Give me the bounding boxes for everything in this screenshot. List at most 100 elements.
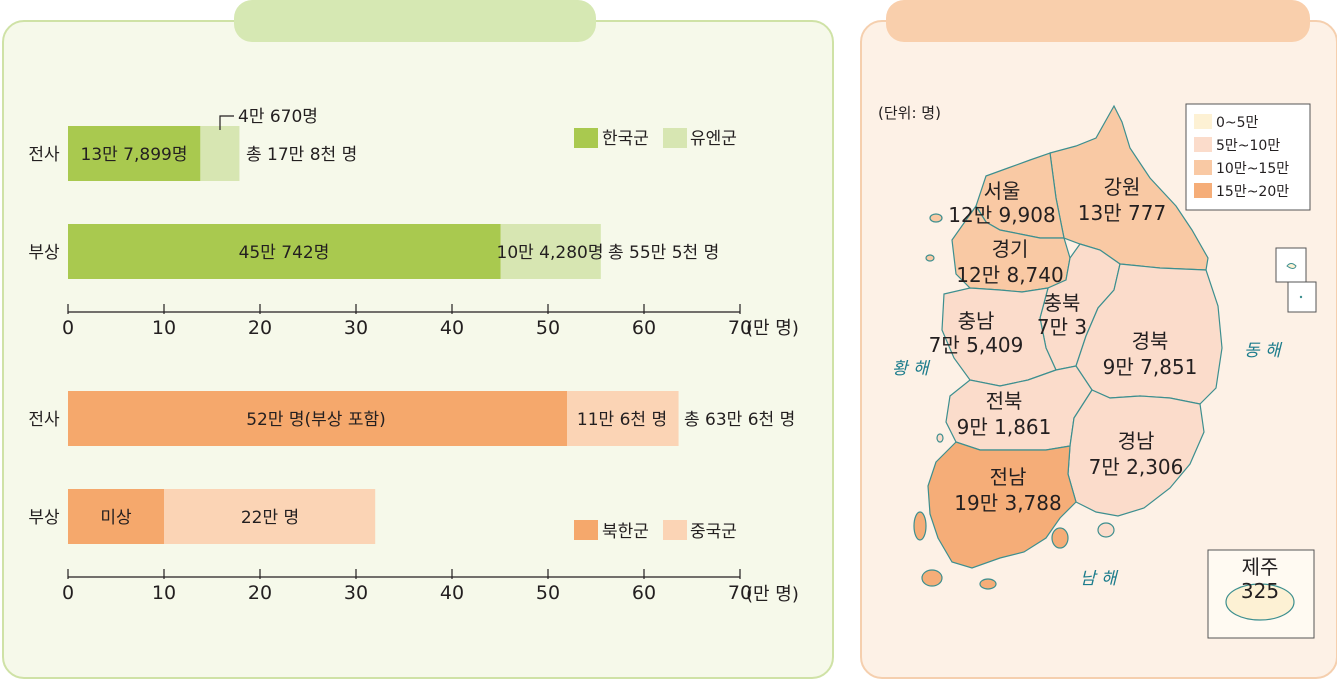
sea-label-yellow: 황 해 [892,359,931,379]
x-tick-label: 70 [728,582,752,604]
region-name-gangwon: 강원 [1104,175,1141,199]
callout-line [219,115,234,130]
bar-label-china-dead: 11만 6천 명 [577,410,667,430]
region-value-jeonnam: 19만 3,788 [954,491,1061,515]
x-tick-label: 30 [344,317,368,339]
region-name-jeonnam: 전남 [990,465,1027,489]
total-label-wounded: 총 55만 5천 명 [608,243,719,263]
legend-label-un: 유엔군 [690,129,737,149]
legend-label-0: 0~5만 [1216,115,1259,131]
island-jeonnam-3 [979,578,997,590]
island-jeonnam-2 [921,569,943,587]
map-unit: (단위: 명) [878,104,941,122]
legend-label-3: 15만~20만 [1216,184,1289,200]
region-chungnam [941,287,1057,387]
region-value-gyeonggi: 12만 8,740 [956,263,1063,287]
jeju-island [1225,583,1295,621]
bar-label-china-wounded: 22만 명 [241,508,299,528]
bar-북한군-전사 [68,391,568,446]
x-tick-label: 20 [248,582,272,604]
island-west-3 [936,433,944,443]
island-gyeongnam-1 [1097,522,1115,538]
region-name-chungbuk: 충북 [1044,291,1081,315]
region-name-jeonbuk: 전북 [986,389,1023,413]
legend-label-north: 북한군 [602,522,649,542]
legend-swatch-china [663,520,687,540]
category-label-wounded: 부상 [28,508,60,528]
bar-label-un-wounded: 10만 4,280명 [497,243,604,263]
x-tick-label: 10 [152,582,176,604]
x-tick-label: 20 [248,317,272,339]
legend-swatch-2 [1194,160,1212,175]
legend-label-china: 중국군 [690,522,737,542]
total-label-dead: 총 17만 8천 명 [246,145,357,165]
legend-swatch-north [574,520,598,540]
dokdo-island-icon [1299,295,1303,299]
x-tick-label: 60 [632,582,656,604]
sea-label-east: 동 해 [1244,341,1283,361]
x-tick-label: 50 [536,317,560,339]
bar-label-korea-wounded: 45만 742명 [239,243,330,263]
bar-label-korea-dead: 13만 7,899명 [81,145,188,165]
legend-swatch-korea [574,128,598,148]
chart-korea-un: 전사 부상 13만 7,899명 45만 742명 10만 4,280명 4만 … [28,107,799,339]
map-legend: 0~5만 5만~10만 10만~15만 15만~20만 [1185,103,1311,211]
region-map: (단위: 명) 0~5만 5만~10만 10만~15만 15만~20만 [878,103,1317,639]
island-jeonnam-1 [913,511,927,541]
x-tick-label: 70 [728,317,752,339]
x-tick-label: 40 [440,582,464,604]
region-value-seoul: 12만 9,908 [948,203,1055,227]
total-label-dead: 총 63만 6천 명 [684,410,795,430]
casualty-charts: 전사 부상 13만 7,899명 45만 742명 10만 4,280명 4만 … [28,107,799,605]
bar-유엔군-부상 [500,224,601,279]
category-label-wounded: 부상 [28,243,60,263]
x-tick-label: 0 [62,582,74,604]
region-name-gyeonggi: 경기 [992,237,1029,261]
sea-label-south: 남 해 [1080,569,1119,589]
bar-북한군-부상 [68,489,164,544]
region-name-jeju: 제주 [1242,555,1279,579]
region-value-chungnam: 7만 5,409 [929,333,1024,357]
region-name-gyeongbuk: 경북 [1132,329,1169,353]
map-panel-tab [886,0,1310,42]
x-axis-unit: (만 명) [746,584,799,605]
region-name-chungnam: 충남 [958,309,995,333]
region-value-gyeongnam: 7만 2,306 [1089,455,1184,479]
ulleung-island-icon [1286,263,1297,269]
island-jeonnam-4 [1051,527,1069,549]
region-name-seoul: 서울 [984,179,1021,203]
region-value-jeju: 325 [1241,579,1279,603]
x-tick-label: 50 [536,582,560,604]
island-west-1 [929,213,943,223]
bar-label-north-wounded: 미상 [100,508,132,528]
x-tick-label: 10 [152,317,176,339]
legend-swatch-3 [1194,183,1212,198]
bar-유엔군-전사 [200,126,240,181]
region-name-gyeongnam: 경남 [1118,429,1155,453]
region-value-gangwon: 13만 777 [1078,201,1166,225]
legend-swatch-1 [1194,137,1212,152]
chart-north-china: 전사 부상 52만 명(부상 포함) 11만 6천 명 총 63만 6천 명 미… [28,391,799,605]
bar-중국군-부상 [164,489,376,544]
legend-swatch-0 [1194,114,1212,129]
x-axis-unit: (만 명) [746,318,799,339]
bar-한국군-전사 [68,126,201,181]
legend-label-2: 10만~15만 [1216,161,1289,177]
region-value-gyeongbuk: 9만 7,851 [1103,355,1198,379]
region-gangwon [1049,104,1209,271]
x-tick-label: 60 [632,317,656,339]
region-value-jeonbuk: 9만 1,861 [957,415,1052,439]
x-tick-label: 0 [62,317,74,339]
category-label-dead: 전사 [28,145,60,165]
bar-label-north-dead: 52만 명(부상 포함) [246,410,386,430]
x-tick-label: 40 [440,317,464,339]
x-tick-label: 30 [344,582,368,604]
legend-label-1: 5만~10만 [1216,138,1280,154]
island-west-2 [925,254,935,262]
chart-panel-tab [234,0,596,42]
legend-label-korea: 한국군 [602,129,649,149]
legend-swatch-un [663,128,687,148]
bar-중국군-전사 [567,391,679,446]
region-gyeongnam [1067,389,1205,517]
callout-un-dead: 4만 670명 [238,107,318,127]
